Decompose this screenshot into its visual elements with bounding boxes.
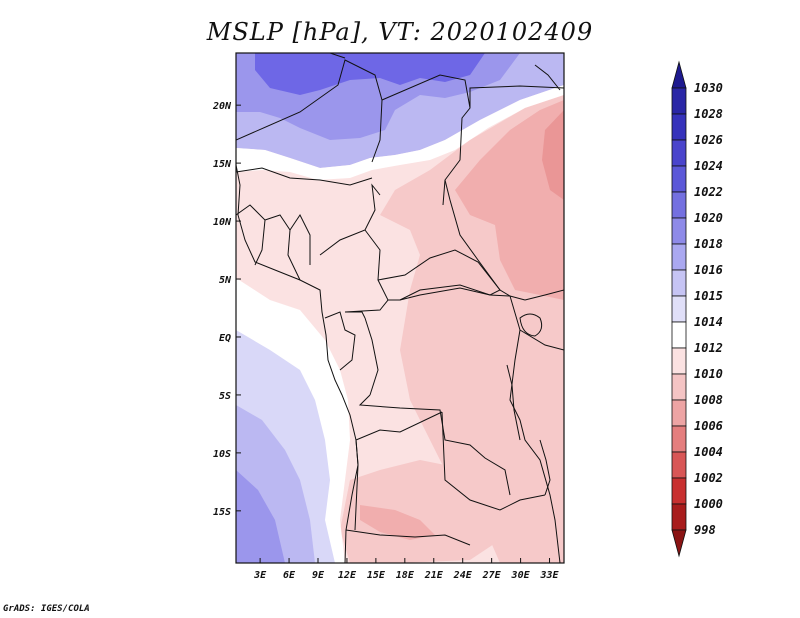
colorbar-swatch [671, 295, 687, 323]
colorbar-swatch [671, 399, 687, 427]
border-east-lakes [509, 295, 561, 563]
pressure-field [236, 53, 564, 563]
border-algeria-mali [236, 59, 383, 163]
colorbar-swatch [671, 269, 687, 297]
colorbar-swatch [671, 503, 687, 531]
field-mid-pink-south [360, 505, 435, 540]
colorbar-swatch [671, 347, 687, 375]
border-nigeria [319, 183, 381, 256]
colorbar-arrow-top [671, 60, 687, 89]
border-gabon-congo [324, 311, 366, 371]
border-kenya [524, 289, 564, 301]
lat-label: 5S [219, 391, 231, 402]
colorbar-label: 998 [694, 523, 716, 537]
field-mid-pink-east [455, 100, 564, 300]
lon-label: 3E [253, 570, 267, 581]
colorbar-swatch [671, 191, 687, 219]
colorbar-swatch [671, 243, 687, 271]
border-drc-north [399, 287, 526, 301]
colorbar-label: 1016 [694, 263, 723, 277]
lon-label: 30E [511, 570, 531, 581]
lon-label: 9E [312, 570, 325, 581]
colorbar-label: 1026 [694, 133, 723, 147]
colorbar-label: 1012 [694, 341, 723, 355]
lat-label: 10N [213, 217, 232, 228]
map-frame [235, 52, 565, 564]
latitude-axis: 20N 15N 10N 5N EQ 5S 10S 15S [212, 101, 241, 518]
colorbar-label: 1030 [694, 81, 723, 95]
field-light-pink-center [340, 460, 500, 563]
colorbar-swatch [671, 321, 687, 349]
border-sahel [236, 167, 373, 186]
longitude-axis: 3E 6E 9E 12E 15E 18E 21E 24E 27E 30E 33E [253, 558, 560, 581]
border-car [377, 249, 501, 301]
colorbar-label: 1008 [694, 393, 723, 407]
border-drc-west [364, 317, 379, 396]
lon-label: 6E [283, 570, 296, 581]
colorbar-swatch [671, 425, 687, 453]
colorbar-label: 1015 [694, 289, 723, 303]
field-strong-pink-east [542, 110, 564, 200]
colorbar-label: 1006 [694, 419, 723, 433]
lat-label: 15S [213, 507, 231, 518]
lat-label: EQ [219, 333, 231, 344]
lake-malawi [539, 439, 551, 496]
colorbar-swatch [671, 165, 687, 193]
colorbar-label: 1000 [694, 497, 723, 511]
colorbar-swatch [671, 113, 687, 141]
border-niger-chad [381, 74, 471, 206]
lake-victoria [519, 313, 543, 337]
colorbar-label: 1024 [694, 159, 723, 173]
colorbar-swatch [671, 87, 687, 115]
lon-label: 18E [396, 570, 415, 581]
border-angola [355, 411, 443, 441]
border-chad-sudan [444, 179, 511, 297]
colorbar-swatch [671, 217, 687, 245]
map-title: MSLP [hPa], VT: 2020102409 [206, 18, 594, 46]
lat-label: 5N [219, 275, 232, 286]
field-white-band-north [236, 85, 564, 180]
lon-label: 24E [453, 570, 473, 581]
colorbar-swatch [671, 139, 687, 167]
colorbar-label: 1018 [694, 237, 723, 251]
colorbar-label: 1020 [694, 211, 723, 225]
red-sea [534, 64, 561, 91]
lat-label: 15N [213, 159, 232, 170]
border-west-states [236, 204, 311, 281]
lon-label: 12E [338, 570, 357, 581]
colorbar-label: 1004 [694, 445, 723, 459]
border-zambia [441, 411, 546, 511]
lon-label: 33E [539, 570, 559, 581]
lakes [506, 64, 561, 496]
border-tanzania [519, 329, 564, 351]
border-cameroon [344, 229, 389, 313]
field-strong-blue-north [255, 53, 485, 95]
border-drc-south [358, 394, 511, 496]
border-namibia [354, 439, 359, 531]
border-egypt-sudan [469, 85, 564, 108]
colorbar-swatch [671, 373, 687, 401]
grads-credit: GrADS: IGES/COLA [3, 604, 90, 614]
colorbar-label: 1002 [694, 471, 723, 485]
lat-label: 20N [212, 101, 232, 112]
colorbar-arrow-bottom [671, 529, 687, 558]
border-angola-south [345, 529, 471, 546]
colorbar-label: 1022 [694, 185, 723, 199]
colorbar-label: 1010 [694, 367, 723, 381]
lat-label: 10S [213, 449, 231, 460]
colorbar-label: 1028 [694, 107, 723, 121]
colorbar-swatch [671, 477, 687, 505]
lon-label: 27E [482, 570, 502, 581]
lake-tanganyika [506, 364, 521, 441]
colorbar-label: 1014 [694, 315, 723, 329]
field-mid-blue-west [236, 470, 285, 563]
lon-label: 15E [367, 570, 386, 581]
colorbar: 1030 1028 1026 1024 1022 1020 1018 1016 1015 1014… [671, 60, 723, 558]
lon-label: 21E [424, 570, 444, 581]
border-libya [329, 53, 346, 59]
country-borders [236, 53, 564, 563]
colorbar-swatch [671, 451, 687, 479]
